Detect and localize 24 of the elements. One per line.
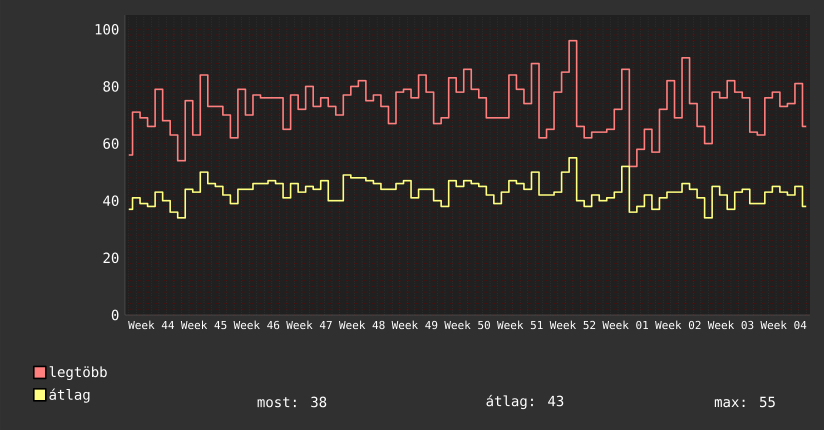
x-tick-label: Week 44 [128,320,174,330]
x-tick-label: Week 03 [708,320,754,330]
text: max: 55 [714,396,775,408]
x-tick-label: Week 50 [444,320,490,330]
legend-label: átlag [50,388,90,403]
x-tick-label: Week 48 [338,320,385,330]
x-tick-label: Week 47 [286,320,332,330]
x-tick-label: Week 46 [234,320,280,330]
legend-label: legtöbb [50,366,107,380]
text: átlag: 43 [486,394,564,410]
y-tick-label: 40 [103,195,118,206]
y-tick-label: 60 [103,138,118,149]
y-tick-label: 20 [104,252,118,264]
y-tick-label: 80 [103,81,118,92]
x-tick-label: Week 01 [602,320,648,330]
y-tick-label: 100 [96,24,118,35]
x-tick-label: Week 51 [497,320,543,330]
x-tick-label: Week 04 [760,320,806,330]
y-tick-label: 0 [112,310,118,320]
x-tick-label: Week 49 [392,320,438,330]
x-tick-label: Week 52 [550,320,596,330]
x-tick-label: Week 45 [180,320,226,330]
text: most: 38 [258,396,326,408]
x-tick-label: Week 02 [655,320,700,330]
